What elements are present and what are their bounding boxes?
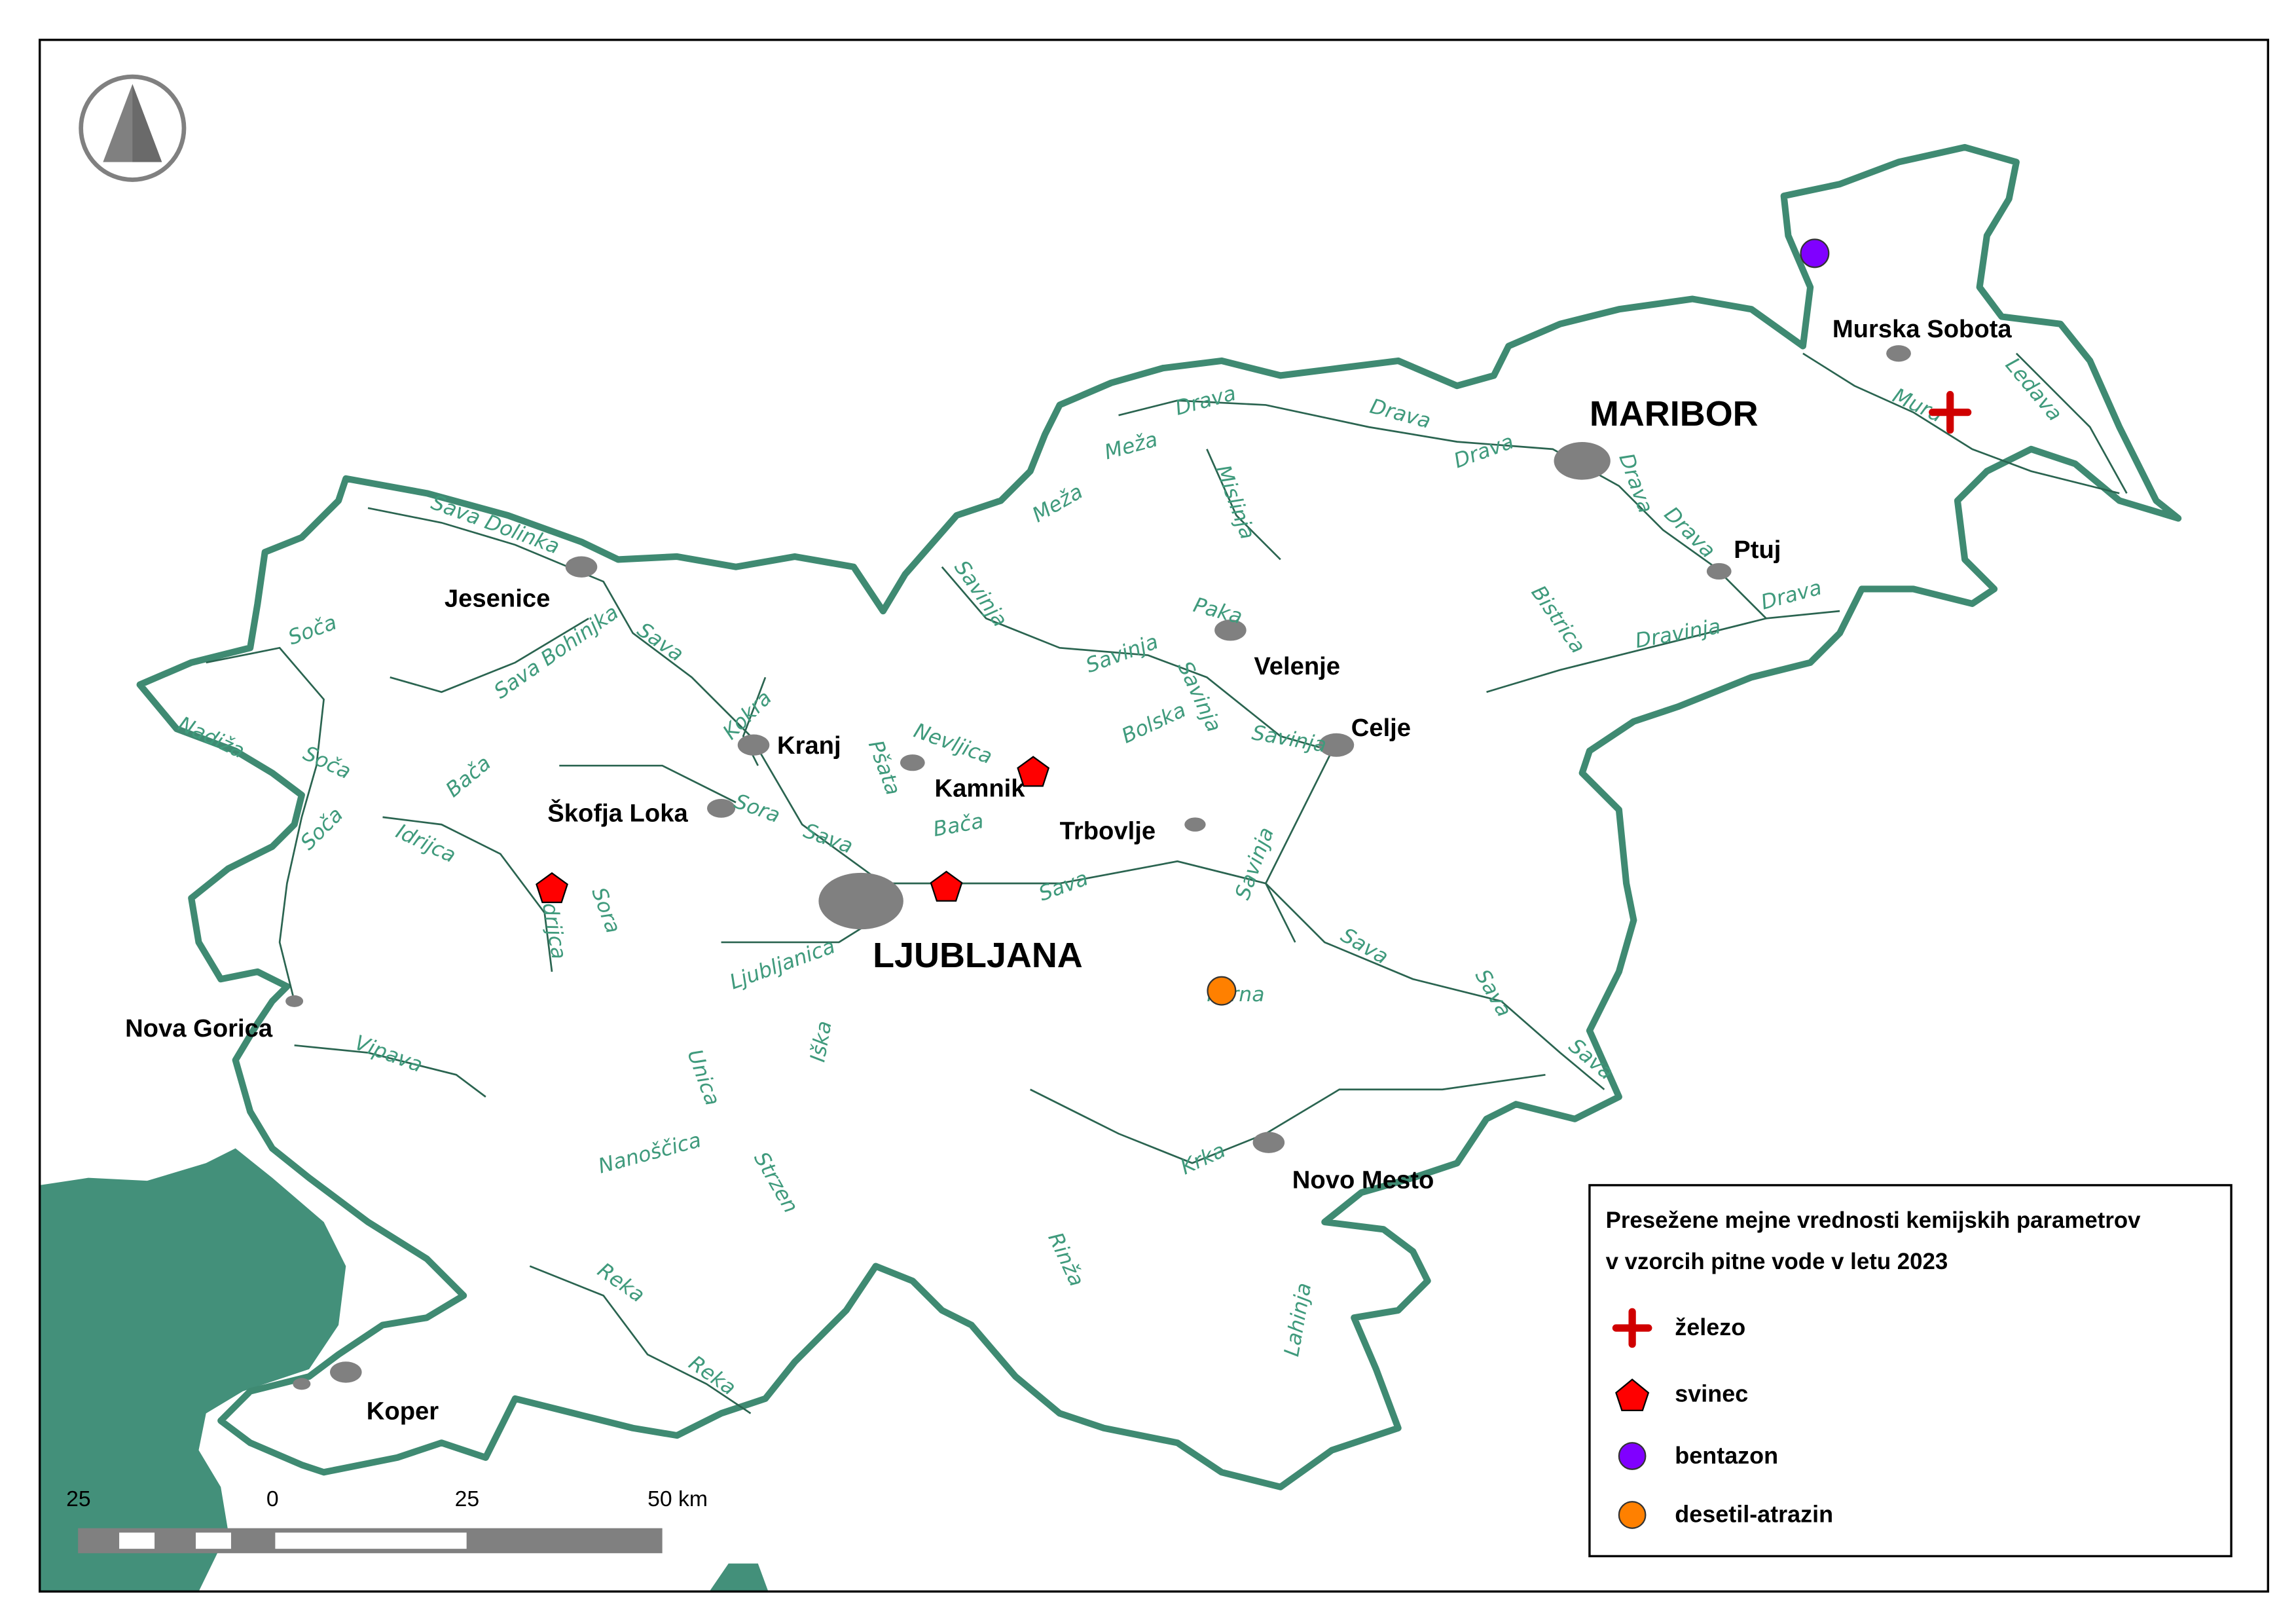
cross-icon bbox=[1612, 1308, 1652, 1348]
urban-area bbox=[1252, 1132, 1285, 1153]
city-label: Celje bbox=[1351, 714, 1411, 742]
urban-area bbox=[1554, 442, 1611, 480]
river-sava-bohinjka bbox=[390, 618, 589, 693]
river-kokra bbox=[742, 676, 767, 766]
legend-label: svinec bbox=[1675, 1380, 1748, 1407]
legend-title: Presežene mejne vrednosti kemijskih para… bbox=[1606, 1208, 2141, 1233]
scale-label: 50 km bbox=[647, 1486, 708, 1511]
urban-area bbox=[737, 734, 770, 756]
river-reka bbox=[529, 1265, 752, 1414]
urban-area bbox=[330, 1361, 362, 1383]
scale-label: 25 bbox=[66, 1486, 91, 1511]
sample-markers bbox=[536, 238, 1972, 1006]
city-label: Škofja Loka bbox=[547, 798, 688, 828]
pentagon-icon bbox=[1615, 1378, 1650, 1411]
urban-area bbox=[1319, 733, 1355, 757]
river-drava bbox=[1118, 399, 1840, 619]
legend-item-bentazon: bentazon bbox=[1618, 1442, 1778, 1470]
legend-title: v vzorcih pitne vode v letu 2023 bbox=[1606, 1249, 1948, 1274]
urban-areas bbox=[285, 345, 1911, 1390]
urban-area bbox=[900, 754, 925, 771]
urban-area bbox=[293, 1378, 311, 1390]
sea bbox=[39, 1148, 769, 1592]
urban-area bbox=[565, 556, 598, 578]
river-soca bbox=[206, 646, 325, 1002]
river-dravinja bbox=[1486, 618, 1767, 693]
city-label: Novo Mesto bbox=[1292, 1166, 1434, 1194]
legend: Presežene mejne vrednosti kemijskih para… bbox=[1588, 1184, 2232, 1558]
legend-label: desetil-atrazin bbox=[1675, 1501, 1833, 1528]
map-frame bbox=[39, 39, 2269, 1593]
city-label: LJUBLJANA bbox=[873, 936, 1083, 975]
city-label: Kamnik bbox=[935, 774, 1026, 802]
legend-label: bentazon bbox=[1675, 1442, 1778, 1469]
legend-item-svinec: svinec bbox=[1615, 1378, 1748, 1411]
city-label: Ptuj bbox=[1734, 536, 1781, 564]
legend-label: železo bbox=[1675, 1314, 1745, 1340]
circle-icon bbox=[1618, 1501, 1647, 1529]
svinec-marker-pentagon-icon bbox=[1017, 756, 1050, 787]
circle-icon bbox=[1618, 1442, 1647, 1470]
urban-area bbox=[706, 798, 736, 818]
zelezo-marker-cross-icon bbox=[1929, 391, 1972, 434]
city-label: Koper bbox=[367, 1397, 439, 1425]
bentazon-marker-circle-icon bbox=[1800, 238, 1830, 268]
desetil-atrazin-marker-circle-icon bbox=[1207, 976, 1237, 1006]
scale-label: 25 bbox=[455, 1486, 480, 1511]
legend-item-desetil-atrazin: desetil-atrazin bbox=[1618, 1501, 1833, 1529]
scale-bar: 25 0 25 50 km bbox=[66, 1486, 708, 1553]
urban-area bbox=[285, 995, 304, 1007]
river-sora bbox=[559, 764, 737, 803]
urban-area bbox=[1184, 817, 1206, 832]
city-label: Kranj bbox=[777, 731, 841, 760]
city-label: MARIBOR bbox=[1590, 394, 1758, 434]
svinec-marker-pentagon-icon bbox=[536, 872, 568, 904]
river-mura bbox=[1802, 352, 2120, 494]
urban-area bbox=[1706, 563, 1732, 580]
river-mislinja bbox=[1206, 449, 1281, 561]
city-label: Murska Sobota bbox=[1832, 315, 2013, 343]
river-vipava bbox=[294, 1044, 486, 1098]
city-label: Nova Gorica bbox=[125, 1014, 273, 1043]
north-arrow-icon bbox=[79, 74, 187, 182]
river-idrijca bbox=[382, 816, 553, 972]
river-savinja bbox=[941, 566, 1334, 943]
legend-item-zelezo: železo bbox=[1612, 1308, 1745, 1348]
urban-area bbox=[1214, 619, 1247, 641]
city-labels: Murska Sobota MARIBOR Ptuj Jesenice Velenje C… bbox=[125, 315, 2012, 1425]
city-label: Trbovlje bbox=[1060, 817, 1156, 845]
city-label: Velenje bbox=[1254, 652, 1340, 680]
urban-area bbox=[1886, 345, 1911, 362]
svinec-marker-pentagon-icon bbox=[930, 870, 963, 902]
country-border bbox=[136, 143, 2182, 1490]
river-ledava bbox=[2015, 352, 2128, 494]
urban-area bbox=[818, 872, 903, 930]
city-label: Jesenice bbox=[445, 584, 550, 612]
scale-label: 0 bbox=[266, 1486, 279, 1511]
